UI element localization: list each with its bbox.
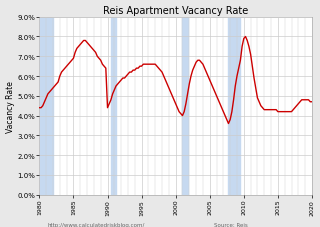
Title: Reis Apartment Vacancy Rate: Reis Apartment Vacancy Rate xyxy=(103,5,248,15)
Bar xyxy=(111,18,116,195)
Text: http://www.calculatedriskblog.com/: http://www.calculatedriskblog.com/ xyxy=(47,222,145,227)
Text: Source: Reis: Source: Reis xyxy=(213,222,247,227)
Bar xyxy=(228,18,240,195)
Y-axis label: Vacancy Rate: Vacancy Rate xyxy=(5,80,14,132)
Bar xyxy=(182,18,188,195)
Bar xyxy=(39,18,53,195)
